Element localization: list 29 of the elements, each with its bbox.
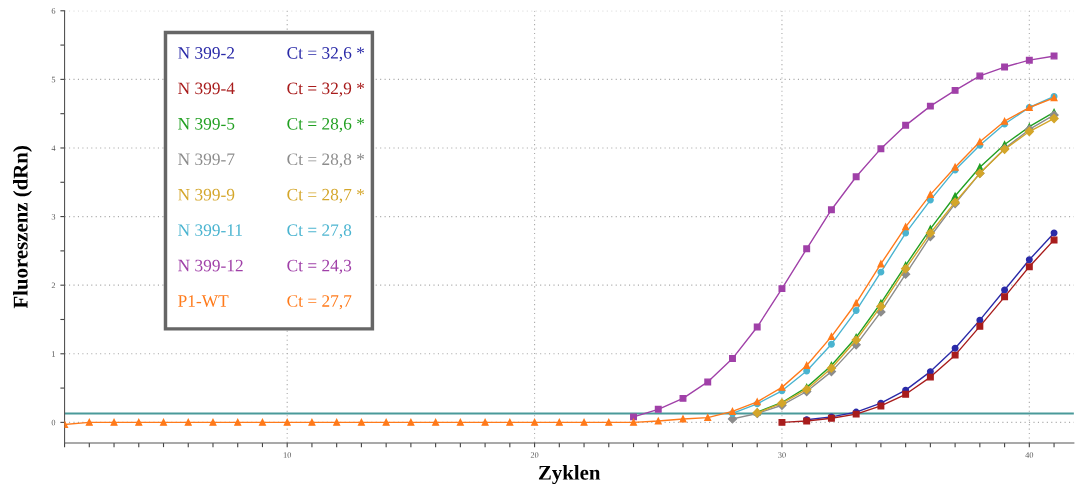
annotation: Ct = 27,8 xyxy=(287,224,352,239)
text: N 399-11 xyxy=(178,224,242,236)
annotation: Ct = 28,6 * xyxy=(287,117,365,133)
text: N 399-4 xyxy=(178,82,235,95)
y-tick-label: 5 xyxy=(51,76,56,83)
y-tick-label: 1 xyxy=(52,351,56,357)
x-tick-label: 30 xyxy=(778,452,786,458)
annotation: Ct = 24,3 xyxy=(287,259,352,274)
text: N 399-2 xyxy=(178,47,235,59)
y-axis-title: Fluoreszenz (dRn) xyxy=(13,146,32,309)
annotation: Ct = 28,7 * xyxy=(287,188,365,204)
x-tick-label: 40 xyxy=(1025,452,1034,458)
y-tick-label: 3 xyxy=(51,213,56,220)
text: N 399-7 xyxy=(178,153,235,166)
x-axis-title: Zyklen xyxy=(538,465,601,485)
y-tick-label: 4 xyxy=(51,145,56,151)
y-tick-label: 2 xyxy=(51,282,56,289)
y-tick-label: 0 xyxy=(51,419,56,426)
annotation: Ct = 32,9 * xyxy=(287,82,365,97)
text: N 399-5 xyxy=(178,117,235,130)
text: N 399-12 xyxy=(178,259,243,272)
annotation: Ct = 27,7 xyxy=(287,295,352,310)
x-tick-label: 10 xyxy=(283,452,292,458)
x-tick-label: 20 xyxy=(530,452,539,458)
y-tick-label: 6 xyxy=(51,8,56,14)
annotation: Ct = 28,8 * xyxy=(287,153,365,168)
text: P1-WT xyxy=(178,295,229,307)
text: N 399-9 xyxy=(178,188,235,201)
annotation: Ct = 32,6 * xyxy=(287,47,365,62)
